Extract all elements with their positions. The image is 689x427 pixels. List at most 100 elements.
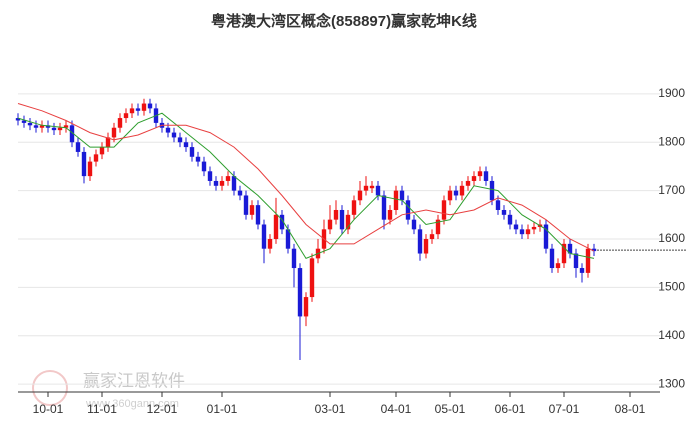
candle-body xyxy=(579,268,585,273)
candle-body xyxy=(453,190,459,196)
x-tick-label: 04-01 xyxy=(381,402,412,416)
candle-body xyxy=(93,154,99,162)
moving-average-line xyxy=(17,103,595,252)
candle-body xyxy=(549,248,555,269)
candle-body xyxy=(495,200,501,210)
watermark-url: www.360gann.com xyxy=(85,398,179,410)
candle-body xyxy=(261,224,267,249)
candle-body xyxy=(273,214,279,240)
candle-body xyxy=(375,185,381,196)
candle-body xyxy=(585,248,591,273)
candle-body xyxy=(207,171,213,181)
candle-body xyxy=(51,127,57,131)
candle-body xyxy=(129,108,135,114)
candle-body xyxy=(513,224,519,230)
candle-body xyxy=(441,200,447,220)
candle-body xyxy=(339,209,345,230)
candle-body xyxy=(411,219,417,230)
y-tick-label: 1400 xyxy=(658,328,685,342)
x-tick-label: 08-01 xyxy=(615,402,646,416)
candle-body xyxy=(111,127,117,138)
candle-body xyxy=(357,190,363,201)
watermark: 赢家江恩软件 xyxy=(83,371,185,390)
candle-body xyxy=(117,118,123,128)
watermark-logo xyxy=(32,370,68,406)
candle-body xyxy=(39,125,45,128)
candle-body xyxy=(309,258,315,298)
candle-body xyxy=(177,137,183,143)
chart-title: 粤港澳大湾区概念(858897)赢家乾坤K线 xyxy=(211,12,477,30)
candle-body xyxy=(483,171,489,181)
candle-body xyxy=(33,125,39,128)
candle-body xyxy=(387,209,393,220)
moving-average-line xyxy=(17,112,595,260)
x-tick-label: 06-01 xyxy=(495,402,526,416)
candle-body xyxy=(255,205,261,225)
y-tick-label: 1500 xyxy=(658,280,685,294)
candle-body xyxy=(171,132,177,138)
candle-body xyxy=(567,243,573,254)
candle-body xyxy=(399,190,405,201)
candle-body xyxy=(459,185,465,196)
candle-body xyxy=(303,297,309,317)
x-tick-label: 12-01 xyxy=(147,402,178,416)
candle-body xyxy=(435,219,441,235)
candle-body xyxy=(27,122,33,126)
candle-body xyxy=(501,209,507,215)
candle-body xyxy=(249,205,255,215)
candle-body xyxy=(417,229,423,254)
candle-body xyxy=(201,161,207,172)
x-tick-label: 01-01 xyxy=(207,402,238,416)
candle-body xyxy=(267,239,273,249)
candle-body xyxy=(531,226,537,230)
candle-body xyxy=(573,253,579,269)
candle-body xyxy=(219,180,225,186)
candle-body xyxy=(369,185,375,189)
y-tick-label: 1700 xyxy=(658,183,685,197)
candle-body xyxy=(327,219,333,230)
y-tick-label: 1300 xyxy=(658,376,685,390)
y-tick-label: 1800 xyxy=(658,134,685,148)
x-tick-label: 11-01 xyxy=(87,402,117,416)
candle-body xyxy=(471,176,477,181)
candle-body xyxy=(393,190,399,210)
candle-body xyxy=(21,120,27,123)
candle-body xyxy=(447,190,453,201)
candle-body xyxy=(183,142,189,148)
candle-body xyxy=(285,229,291,249)
x-tick-label: 03-01 xyxy=(315,402,346,416)
candle-body xyxy=(405,200,411,220)
candle-body xyxy=(87,161,93,177)
candle-body xyxy=(423,239,429,254)
x-tick-label: 10-01 xyxy=(33,402,64,416)
x-tick-label: 07-01 xyxy=(549,402,580,416)
candle-body xyxy=(105,137,111,148)
candle-body xyxy=(429,234,435,240)
candle-body xyxy=(99,147,105,155)
candle-body xyxy=(591,248,597,252)
candle-body xyxy=(57,127,63,131)
candle-body xyxy=(141,103,147,111)
candle-body xyxy=(225,176,231,181)
candle-body xyxy=(489,180,495,201)
candle-body xyxy=(297,268,303,317)
candle-body xyxy=(333,209,339,220)
candle-body xyxy=(45,125,51,128)
candle-body xyxy=(63,125,69,128)
candle-body xyxy=(81,151,87,177)
candle-body xyxy=(279,214,285,230)
candle-body xyxy=(15,118,21,121)
candle-body xyxy=(165,127,171,133)
candle-body xyxy=(75,142,81,152)
candle-body xyxy=(195,156,201,162)
candle-body xyxy=(561,243,567,264)
candle-body xyxy=(351,200,357,215)
candle-body xyxy=(543,224,549,249)
candle-body xyxy=(291,248,297,269)
y-tick-label: 1900 xyxy=(658,86,685,100)
candle-body xyxy=(477,171,483,177)
candle-body xyxy=(147,103,153,109)
x-tick-label: 05-01 xyxy=(435,402,466,416)
candle-body xyxy=(123,113,129,119)
